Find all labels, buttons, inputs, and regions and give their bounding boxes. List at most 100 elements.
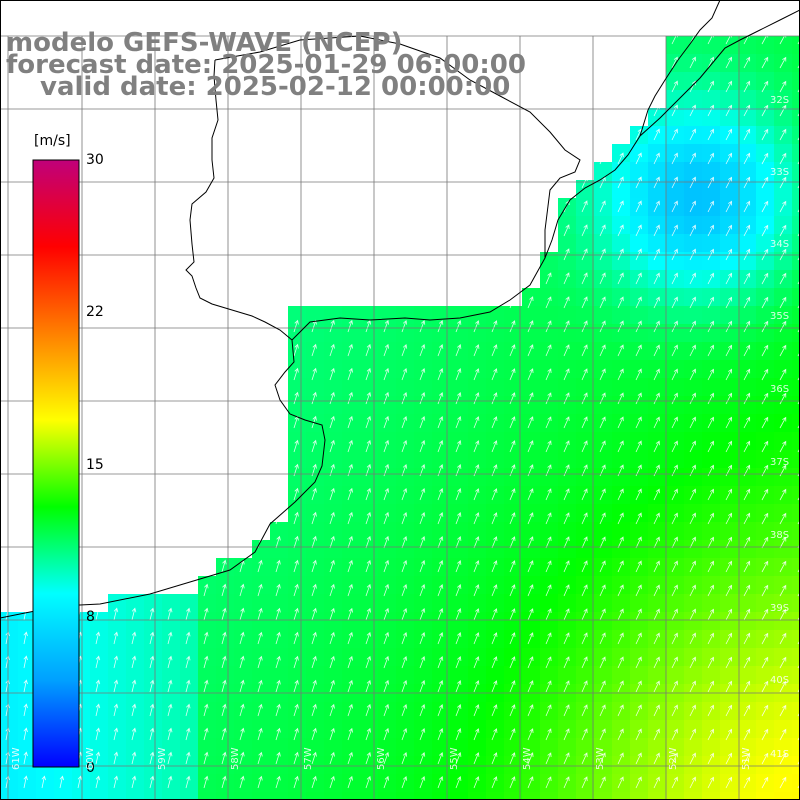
wind-arrow (527, 512, 534, 525)
wind-arrow (437, 584, 444, 597)
field-cell (756, 738, 774, 756)
field-cell (270, 756, 288, 774)
field-cell (594, 162, 612, 180)
wind-arrow (95, 655, 101, 669)
field-cell (504, 432, 522, 450)
wind-arrow (203, 679, 209, 693)
wind-arrow (509, 608, 516, 621)
field-cell (432, 324, 450, 342)
wind-arrow (509, 560, 516, 573)
wind-arrow (131, 679, 137, 693)
model-title: modelo GEFS-WAVE (NCEP) (6, 28, 403, 58)
field-cell (270, 792, 288, 800)
field-cell (414, 792, 432, 800)
field-cell (648, 216, 666, 234)
wind-arrow (527, 584, 534, 597)
field-cell (540, 594, 558, 612)
field-cell (450, 792, 468, 800)
field-cell (360, 378, 378, 396)
field-cell (540, 324, 558, 342)
field-cell (756, 234, 774, 252)
wind-arrow (581, 440, 588, 453)
field-cell (252, 702, 270, 720)
wind-arrow (599, 608, 606, 621)
field-cell (378, 630, 396, 648)
field-cell (522, 288, 540, 306)
wind-arrow (797, 207, 800, 213)
field-cell (450, 738, 468, 756)
wind-arrow (617, 608, 624, 621)
wind-arrow (617, 392, 624, 405)
wind-arrow (707, 536, 714, 549)
wind-arrow (509, 704, 516, 717)
wind-arrow (347, 775, 353, 789)
lon-label-58w: 58W (230, 747, 241, 770)
wind-arrow (689, 704, 696, 717)
field-cell (414, 774, 432, 792)
field-cell (468, 720, 486, 738)
field-cell (378, 450, 396, 468)
wind-arrow (401, 487, 408, 501)
field-cell (216, 612, 234, 630)
wind-arrow (239, 655, 245, 669)
wind-arrow (635, 320, 642, 333)
wind-arrow (239, 679, 245, 693)
field-cell (684, 666, 702, 684)
wind-arrow (779, 296, 787, 309)
wind-arrow (491, 344, 498, 357)
field-cell (414, 396, 432, 414)
field-cell (648, 198, 666, 216)
wind-arrow (167, 703, 173, 717)
wind-arrow (653, 416, 660, 429)
field-cell (792, 126, 800, 144)
field-cell (666, 306, 684, 324)
field-cell (630, 360, 648, 378)
field-cell (666, 486, 684, 504)
wind-arrow (473, 728, 480, 741)
wind-arrow (545, 272, 552, 285)
field-cell (774, 306, 792, 324)
wind-arrow (167, 751, 173, 765)
field-cell (270, 774, 288, 792)
field-cell (288, 630, 306, 648)
field-cell (270, 540, 288, 558)
field-cell (594, 594, 612, 612)
field-cell (504, 630, 522, 648)
field-cell (0, 774, 18, 792)
wind-arrow (347, 655, 353, 669)
field-cell (450, 360, 468, 378)
field-cell (576, 756, 594, 774)
field-cell (396, 486, 414, 504)
wind-arrow (599, 152, 606, 165)
wind-arrow (545, 344, 552, 357)
wind-arrow (401, 655, 408, 669)
field-cell (756, 666, 774, 684)
field-cell (774, 36, 792, 54)
wind-arrow (329, 631, 335, 645)
wind-arrow (617, 776, 624, 789)
field-cell (504, 540, 522, 558)
wind-arrow (581, 224, 588, 237)
wind-arrow (437, 368, 444, 381)
field-cell (486, 702, 504, 720)
field-cell (180, 702, 198, 720)
wind-arrow (437, 704, 444, 717)
field-cell (756, 252, 774, 270)
wind-arrow (635, 488, 642, 501)
field-cell (108, 666, 126, 684)
wind-arrow (347, 367, 353, 381)
field-cell (720, 594, 738, 612)
wind-arrow (617, 632, 624, 645)
field-cell (594, 288, 612, 306)
wind-arrow (707, 104, 714, 117)
field-cell (522, 432, 540, 450)
wind-arrow (347, 415, 353, 429)
field-cell (540, 558, 558, 576)
wind-arrow (689, 200, 696, 213)
wind-arrow (779, 728, 787, 741)
field-cell (684, 180, 702, 198)
colorbar-tick-8: 8 (86, 609, 95, 625)
wind-arrow (419, 727, 426, 741)
wind-arrow (437, 536, 444, 549)
field-cell (450, 486, 468, 504)
